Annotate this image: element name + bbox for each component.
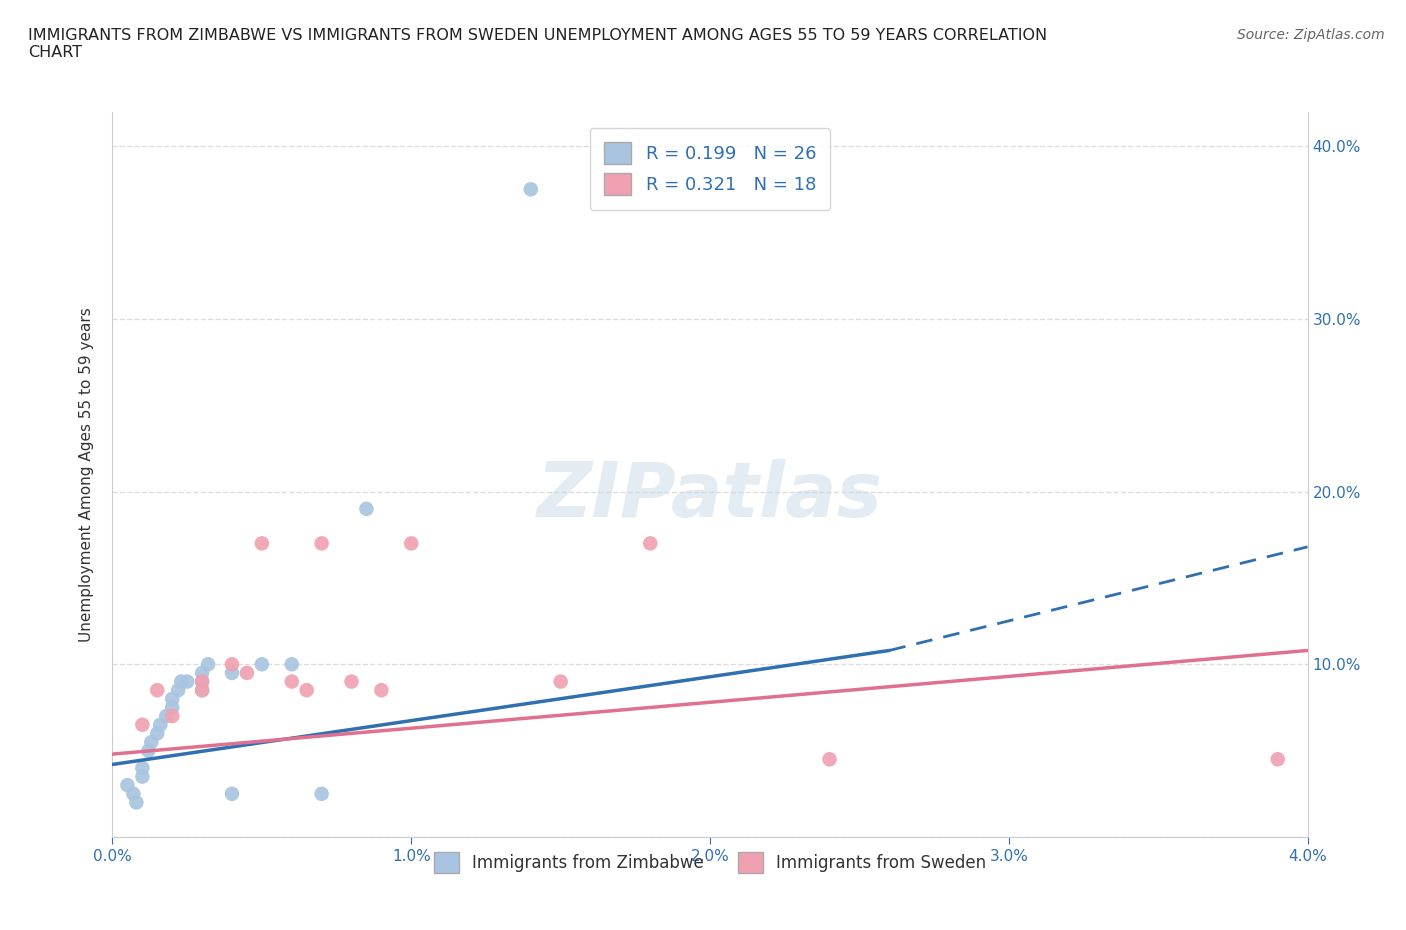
Point <box>340 674 363 689</box>
Point <box>311 787 333 802</box>
Point <box>162 709 183 724</box>
Point <box>221 666 243 681</box>
Point <box>131 769 153 784</box>
Point <box>197 657 219 671</box>
Point <box>162 700 183 715</box>
Point <box>281 674 304 689</box>
Point <box>520 182 543 197</box>
Point <box>640 536 662 551</box>
Point <box>117 777 139 792</box>
Point <box>191 674 214 689</box>
Legend: Immigrants from Zimbabwe, Immigrants from Sweden: Immigrants from Zimbabwe, Immigrants fro… <box>427 845 993 880</box>
Point <box>401 536 423 551</box>
Text: IMMIGRANTS FROM ZIMBABWE VS IMMIGRANTS FROM SWEDEN UNEMPLOYMENT AMONG AGES 55 TO: IMMIGRANTS FROM ZIMBABWE VS IMMIGRANTS F… <box>28 28 1047 60</box>
Point <box>818 751 841 766</box>
Text: ZIPatlas: ZIPatlas <box>537 459 883 533</box>
Point <box>149 717 172 732</box>
Point <box>221 657 243 671</box>
Point <box>191 666 214 681</box>
Point <box>131 717 153 732</box>
Point <box>155 709 177 724</box>
Y-axis label: Unemployment Among Ages 55 to 59 years: Unemployment Among Ages 55 to 59 years <box>79 307 94 642</box>
Point <box>356 501 378 516</box>
Point <box>141 735 163 750</box>
Point <box>221 787 243 802</box>
Point <box>125 795 148 810</box>
Text: Source: ZipAtlas.com: Source: ZipAtlas.com <box>1237 28 1385 42</box>
Point <box>131 761 153 776</box>
Point <box>250 536 273 551</box>
Point <box>167 683 190 698</box>
Point <box>250 657 273 671</box>
Point <box>1267 751 1289 766</box>
Point <box>191 674 214 689</box>
Point <box>162 691 183 706</box>
Point <box>191 683 214 698</box>
Point <box>550 674 572 689</box>
Point <box>191 683 214 698</box>
Point <box>370 683 392 698</box>
Point <box>146 726 169 741</box>
Point <box>176 674 198 689</box>
Point <box>146 683 169 698</box>
Point <box>311 536 333 551</box>
Point <box>236 666 259 681</box>
Point <box>281 657 304 671</box>
Point <box>170 674 193 689</box>
Point <box>122 787 145 802</box>
Point <box>138 743 160 758</box>
Point <box>295 683 318 698</box>
